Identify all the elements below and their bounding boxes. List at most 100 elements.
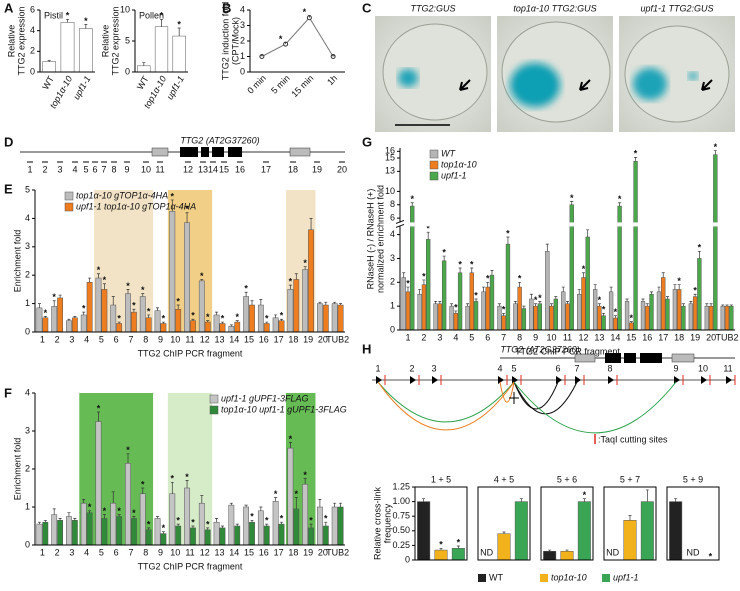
error-bar [645,489,649,502]
micrograph [619,16,735,132]
significance: * [117,313,121,323]
image-label: top1α-10 TTG2:GUS [513,3,596,13]
error-bar [185,480,189,488]
significance: * [177,19,181,29]
significance: * [309,515,313,525]
error-bar [102,514,106,519]
fragment-label: 5 [83,164,88,174]
error-bar [161,531,165,534]
primer [556,376,562,384]
bar [437,303,443,331]
error-bar [422,279,426,285]
bar [154,310,161,333]
error-bar [713,150,717,155]
x-axis-label: TTG2 ChIP PCR fragment [515,346,620,356]
error-bar [418,289,422,295]
fragment-label: 10 [698,363,708,373]
legend-swatch [478,574,486,582]
x-tick-label: TUB2 [326,547,349,557]
bar [640,301,646,331]
error-bar [244,291,248,297]
y-tick-label: 0 [25,326,30,336]
significance: * [185,472,189,482]
error-bar [422,498,426,502]
fragment-label: 19 [312,164,322,174]
bar [656,291,662,331]
fragment-label: 4 [72,164,77,174]
error-bar [170,481,174,494]
error-bar [37,303,41,308]
error-bar [673,284,677,290]
significance: * [474,290,478,300]
bar [331,506,338,546]
legend-label: upf1-1 [441,170,467,180]
error-bar [156,516,160,519]
fragment-label: 9 [673,363,678,373]
legend-swatch [429,160,439,170]
error-bar [52,508,56,515]
bar [71,520,78,546]
significance: * [534,295,538,305]
error-bar [677,284,681,290]
bar [51,306,58,333]
significance: * [52,292,56,302]
significance: * [141,479,145,489]
error-bar [581,272,585,278]
primer [575,376,581,384]
fragment-label: 17 [261,164,271,174]
significance: * [280,311,284,321]
bar [66,516,72,546]
bar [57,297,64,333]
error-bar [200,495,204,504]
bar [213,521,220,546]
bar [417,501,431,561]
y-tick-label: 6 [390,212,395,222]
error-bar [725,304,729,307]
y-tick-label: 0 [405,554,410,564]
y-tick-label: 10 [385,186,395,196]
x-tick-label: 16 [259,547,269,557]
x-tick-label: 18 [288,547,298,557]
y-tick-label: 4 [240,4,245,14]
x-tick-label: 14 [229,334,239,344]
primer [509,392,519,404]
error-bar [206,527,210,530]
fragment-label: 11 [723,363,732,373]
bar [505,243,511,331]
image-label: upf1-1 TTG2:GUS [640,3,713,13]
bar [337,506,344,546]
legend-swatch [429,149,439,159]
panel-label: H [362,341,371,356]
error-bar [250,300,254,306]
primer [701,376,707,384]
legend-swatch [540,574,548,582]
error-bar [602,312,606,316]
significance: * [162,523,166,533]
bar [116,516,123,546]
error-bar [697,250,701,259]
panel-label: E [4,181,13,196]
cross-link-arc [377,381,515,423]
bar [629,322,634,331]
error-bar [522,305,526,309]
bar [293,279,300,333]
y-tick-label: 3 [240,20,245,30]
y-tick-label: 0.75 [392,511,410,521]
x-tick-label: 13 [215,334,225,344]
bar [42,521,49,546]
bar [36,307,43,333]
error-bar [82,311,86,315]
bar [169,493,176,546]
bar [433,303,438,331]
bar [316,506,323,546]
bar [184,222,190,333]
y-tick-label: 1 [25,501,30,511]
x-tick-label: upf1-1 [71,74,92,101]
bar [688,303,694,331]
significance: * [614,307,618,317]
significance: * [84,16,88,26]
bar [287,447,294,546]
x-tick-label: 12 [578,332,588,342]
bar [204,321,211,333]
bar [449,305,454,331]
